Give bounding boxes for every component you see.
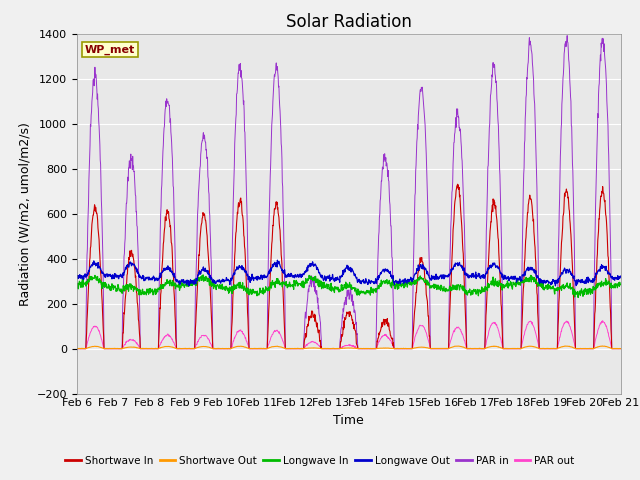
Shortwave In <box>433 346 441 351</box>
Line: Shortwave Out: Shortwave Out <box>77 346 620 348</box>
Line: Longwave Out: Longwave Out <box>77 260 620 286</box>
Text: WP_met: WP_met <box>85 44 135 55</box>
Shortwave In <box>552 346 560 351</box>
PAR in <box>433 346 441 351</box>
PAR out <box>73 346 81 351</box>
Y-axis label: Radiation (W/m2, umol/m2/s): Radiation (W/m2, umol/m2/s) <box>18 121 31 306</box>
Longwave Out <box>505 276 513 282</box>
PAR out <box>552 346 559 351</box>
X-axis label: Time: Time <box>333 414 364 427</box>
Shortwave Out <box>504 346 512 351</box>
Shortwave Out <box>599 343 607 349</box>
PAR in <box>563 33 571 38</box>
Shortwave Out <box>433 346 441 351</box>
Shortwave In <box>255 346 262 351</box>
PAR out <box>180 346 188 351</box>
Line: PAR in: PAR in <box>77 36 620 348</box>
Longwave In <box>255 292 263 298</box>
PAR in <box>194 209 202 215</box>
Shortwave Out <box>552 346 560 351</box>
Longwave Out <box>185 283 193 289</box>
Longwave Out <box>180 279 188 285</box>
PAR in <box>552 346 559 351</box>
Shortwave In <box>454 181 461 187</box>
Longwave In <box>200 272 207 278</box>
Line: Shortwave In: Shortwave In <box>77 184 620 348</box>
Shortwave Out <box>255 346 262 351</box>
PAR out <box>616 346 624 351</box>
Legend: Shortwave In, Shortwave Out, Longwave In, Longwave Out, PAR in, PAR out: Shortwave In, Shortwave Out, Longwave In… <box>61 452 579 470</box>
Longwave Out <box>553 280 561 286</box>
Longwave Out <box>616 273 624 279</box>
Shortwave Out <box>364 346 371 351</box>
PAR in <box>616 346 624 351</box>
PAR out <box>433 346 441 351</box>
PAR in <box>180 346 188 351</box>
Title: Solar Radiation: Solar Radiation <box>286 12 412 31</box>
Longwave Out <box>434 274 442 279</box>
PAR out <box>255 346 262 351</box>
Shortwave In <box>194 278 202 284</box>
Longwave In <box>504 285 512 291</box>
Longwave In <box>574 295 582 300</box>
Longwave Out <box>273 257 281 263</box>
Shortwave In <box>616 346 624 351</box>
PAR in <box>504 346 512 351</box>
Longwave In <box>73 285 81 291</box>
Line: PAR out: PAR out <box>77 321 620 348</box>
Longwave In <box>194 277 202 283</box>
Shortwave In <box>73 346 81 351</box>
Longwave Out <box>73 275 81 280</box>
PAR in <box>255 346 262 351</box>
PAR out <box>194 338 202 344</box>
Shortwave Out <box>73 346 81 351</box>
PAR in <box>73 346 81 351</box>
Longwave In <box>616 282 624 288</box>
PAR out <box>504 346 512 351</box>
Longwave In <box>552 287 560 292</box>
Longwave Out <box>194 272 202 278</box>
Longwave Out <box>255 276 263 282</box>
Longwave In <box>180 285 188 290</box>
Shortwave In <box>504 346 512 351</box>
Shortwave Out <box>616 346 624 351</box>
Shortwave Out <box>194 345 202 350</box>
Shortwave In <box>180 346 188 351</box>
Line: Longwave In: Longwave In <box>77 275 620 298</box>
Shortwave Out <box>180 346 188 351</box>
Longwave In <box>433 286 441 292</box>
PAR out <box>599 318 607 324</box>
